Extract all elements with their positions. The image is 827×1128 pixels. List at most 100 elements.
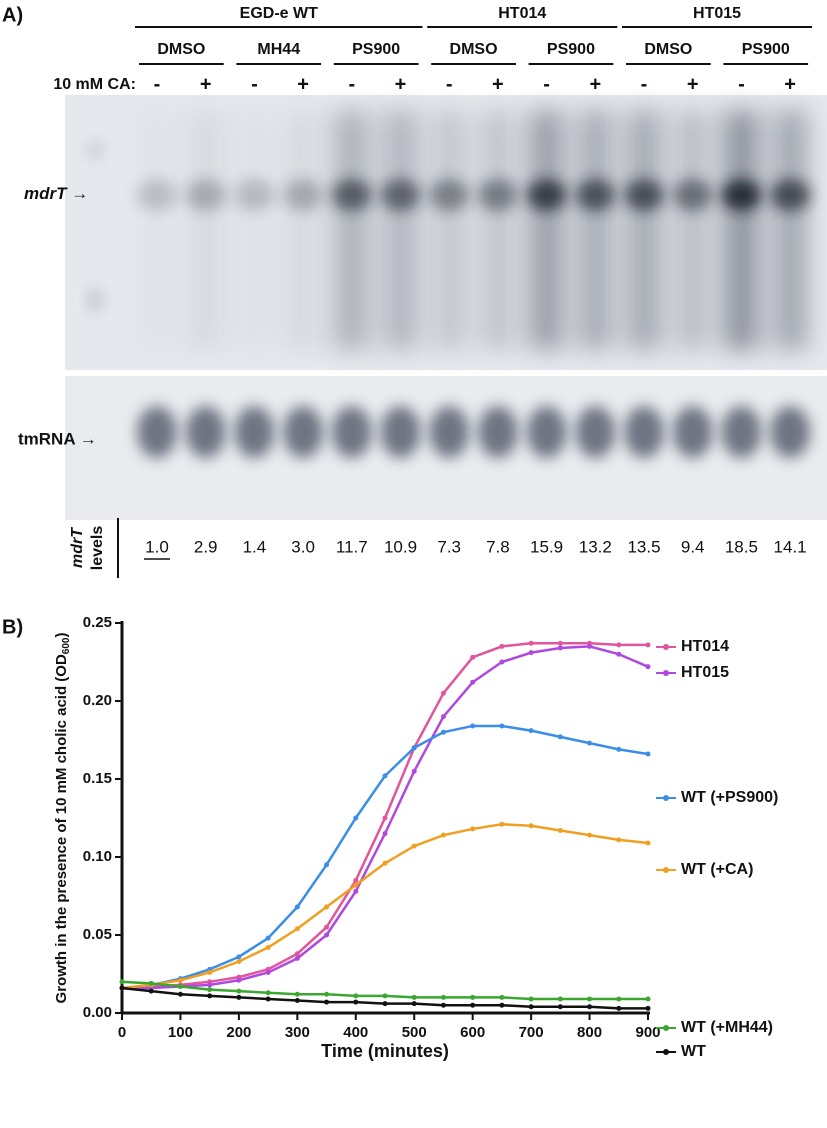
point <box>440 690 446 696</box>
point <box>499 659 505 665</box>
tmrna-band <box>575 406 616 458</box>
point <box>645 664 651 670</box>
ca-label: 10 mM CA: <box>53 76 136 93</box>
point <box>470 654 476 660</box>
point <box>148 980 154 986</box>
ca-sign: - <box>348 73 355 95</box>
tmrna-band <box>477 406 518 458</box>
point <box>499 994 505 1000</box>
ca-sign: + <box>589 73 601 95</box>
subgroup-label: DMSO <box>157 41 205 58</box>
point <box>207 987 213 993</box>
group-label: HT014 <box>498 5 546 22</box>
x-tick-label: 300 <box>285 1024 310 1041</box>
legend-label: HT015 <box>681 664 729 681</box>
legend-dot <box>663 1025 669 1031</box>
level-value: 13.2 <box>579 537 612 556</box>
point <box>353 815 359 821</box>
point <box>440 714 446 720</box>
point <box>528 996 534 1002</box>
mdrt-band <box>770 179 811 211</box>
point <box>265 996 271 1002</box>
point <box>353 888 359 894</box>
y-tick-label: 0.10 <box>83 848 112 865</box>
point <box>645 840 651 846</box>
y-label-main: Growth in the presence of 10 mM cholic a… <box>53 654 70 1003</box>
tmrna-band <box>137 406 177 458</box>
point <box>616 642 622 648</box>
subgroup-label: PS900 <box>547 41 595 58</box>
point <box>528 823 534 829</box>
legend-label: WT (+PS900) <box>681 789 778 806</box>
point <box>645 1005 651 1011</box>
mdrt-band <box>185 179 226 211</box>
point <box>324 999 330 1005</box>
smear <box>674 110 711 350</box>
subgroup-label: PS900 <box>742 41 790 58</box>
smear <box>723 110 760 350</box>
ladder-spot <box>87 288 103 312</box>
point <box>177 983 183 989</box>
series-line <box>121 724 649 990</box>
point <box>236 959 242 965</box>
point <box>411 843 417 849</box>
tmrna-band <box>770 406 811 458</box>
level-value: 1.0 <box>145 537 169 556</box>
mdrt-band <box>283 179 324 211</box>
point <box>645 642 651 648</box>
point <box>411 745 417 751</box>
point <box>265 969 271 975</box>
y-label-sub: 600 <box>61 637 72 654</box>
legend-label: WT (+MH44) <box>681 1019 773 1036</box>
point <box>557 1004 563 1010</box>
x-axis-label: Time (minutes) <box>321 1041 449 1061</box>
point <box>324 862 330 868</box>
point <box>616 746 622 752</box>
mdrt-band <box>137 179 177 211</box>
ca-sign: + <box>492 73 504 95</box>
point <box>207 969 213 975</box>
point <box>382 773 388 779</box>
point <box>382 815 388 821</box>
point <box>616 996 622 1002</box>
smear <box>772 110 809 350</box>
point <box>353 882 359 888</box>
mdrt-band <box>721 179 762 211</box>
point <box>470 1002 476 1008</box>
mdrt-label: mdrT → <box>24 184 88 203</box>
arrow: → <box>67 184 89 203</box>
point <box>382 860 388 866</box>
smear <box>236 110 272 350</box>
level-value: 18.5 <box>725 537 758 556</box>
point <box>294 926 300 932</box>
mdrt-band <box>575 179 616 211</box>
tmrna-band <box>185 406 226 458</box>
point <box>440 1002 446 1008</box>
smear <box>431 110 468 350</box>
level-value: 7.8 <box>486 537 510 556</box>
y-tick-label: 0.15 <box>83 770 112 787</box>
point <box>587 1004 593 1010</box>
tmrna-band <box>672 406 713 458</box>
level-value: 11.7 <box>336 537 368 556</box>
x-tick-label: 100 <box>168 1024 193 1041</box>
point <box>528 640 534 646</box>
point <box>382 993 388 999</box>
tmrna-band <box>429 406 470 458</box>
legend-dot <box>663 670 669 676</box>
y-tick-label: 0.20 <box>83 692 112 709</box>
point <box>440 832 446 838</box>
point <box>265 935 271 941</box>
point <box>294 955 300 961</box>
point <box>177 977 183 983</box>
point <box>382 831 388 837</box>
gene-name: mdrT <box>69 527 86 568</box>
y-tick-label: 0.05 <box>83 926 112 943</box>
point <box>499 1002 505 1008</box>
point <box>294 904 300 910</box>
point <box>440 994 446 1000</box>
ca-sign: - <box>446 73 453 95</box>
point <box>353 993 359 999</box>
ca-sign: + <box>297 73 309 95</box>
level-value: 10.9 <box>384 537 417 556</box>
